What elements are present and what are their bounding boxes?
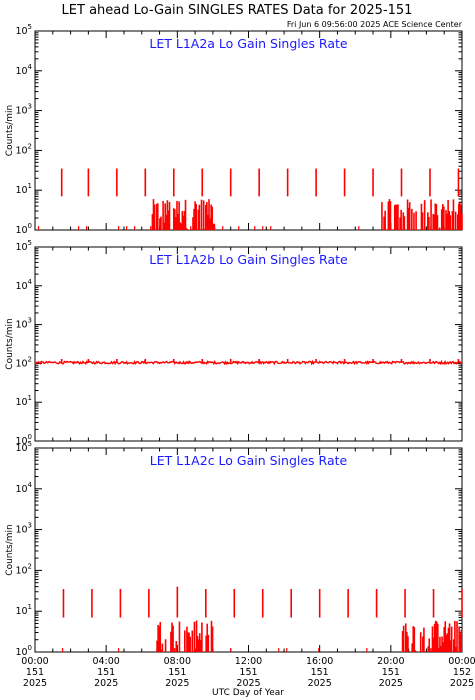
y-tick-label: 105	[15, 23, 32, 37]
svg-text:00:00: 00:00	[21, 656, 48, 667]
plot-frame	[34, 447, 463, 653]
svg-text:2025: 2025	[450, 678, 474, 689]
y-tick-label: 103	[15, 522, 32, 536]
svg-text:151: 151	[311, 667, 329, 678]
timestamp-credit: Fri Jun 6 09:56:00 2025 ACE Science Cent…	[287, 20, 463, 29]
y-tick-label: 104	[15, 481, 32, 495]
svg-text:2025: 2025	[236, 678, 260, 689]
y-tick-label: 105	[15, 239, 32, 253]
y-tick-label: 100	[15, 433, 32, 447]
y-tick-label: 104	[15, 278, 32, 292]
y-tick-label: 102	[15, 562, 32, 576]
data-series	[37, 168, 463, 230]
x-axis-label: UTC Day of Year	[212, 688, 284, 698]
plot-frame	[34, 246, 463, 442]
y-tick-label: 102	[15, 142, 32, 156]
panel-title: LET L1A2b Lo Gain Singles Rate	[149, 252, 348, 267]
svg-text:08:00: 08:00	[164, 656, 191, 667]
svg-text:151: 151	[97, 667, 115, 678]
svg-text:16:00: 16:00	[306, 656, 333, 667]
y-axis-label: Counts/min	[5, 318, 15, 369]
svg-text:151: 151	[26, 667, 44, 678]
y-tick-label: 101	[15, 394, 32, 408]
y-tick-label: 104	[15, 63, 32, 77]
figure-title: LET ahead Lo-Gain SINGLES RATES Data for…	[62, 3, 413, 18]
panel-2: 100 101 102 103 104 105 Counts/min LET L1A2b Lo…	[5, 239, 463, 447]
panel-3: 100 101 102 103 104 105 Counts/min LET L1A2c Lo…	[5, 440, 463, 658]
svg-text:12:00: 12:00	[235, 656, 262, 667]
svg-text:151: 151	[239, 667, 257, 678]
svg-text:2025: 2025	[308, 678, 332, 689]
data-series	[61, 586, 463, 652]
y-tick-label: 100	[15, 222, 32, 236]
svg-text:2025: 2025	[23, 678, 47, 689]
svg-text:2025: 2025	[94, 678, 118, 689]
panel-title: LET L1A2a Lo Gain Singles Rate	[149, 36, 347, 51]
y-axis-label: Counts/min	[5, 105, 15, 156]
svg-text:151: 151	[168, 667, 186, 678]
y-tick-label: 101	[15, 182, 32, 196]
panel-1: 100 101 102 103 104 105 Counts/min LET L1A2a Lo…	[5, 23, 463, 236]
svg-text:04:00: 04:00	[92, 656, 119, 667]
svg-text:151: 151	[382, 667, 400, 678]
svg-text:2025: 2025	[165, 678, 189, 689]
y-tick-label: 103	[15, 317, 32, 331]
panel-title: LET L1A2c Lo Gain Singles Rate	[150, 453, 348, 468]
y-tick-label: 101	[15, 603, 32, 617]
svg-text:2025: 2025	[379, 678, 403, 689]
rate-trace	[34, 359, 463, 366]
data-series	[34, 358, 463, 366]
y-tick-label: 105	[15, 440, 32, 454]
plot-frame	[34, 30, 463, 231]
svg-text:20:00: 20:00	[377, 656, 404, 667]
y-tick-label: 103	[15, 103, 32, 117]
y-tick-label: 102	[15, 355, 32, 369]
svg-text:00:00: 00:00	[448, 656, 475, 667]
y-axis-label: Counts/min	[5, 524, 15, 575]
svg-text:152: 152	[453, 667, 471, 678]
y-tick-label: 100	[15, 644, 32, 658]
